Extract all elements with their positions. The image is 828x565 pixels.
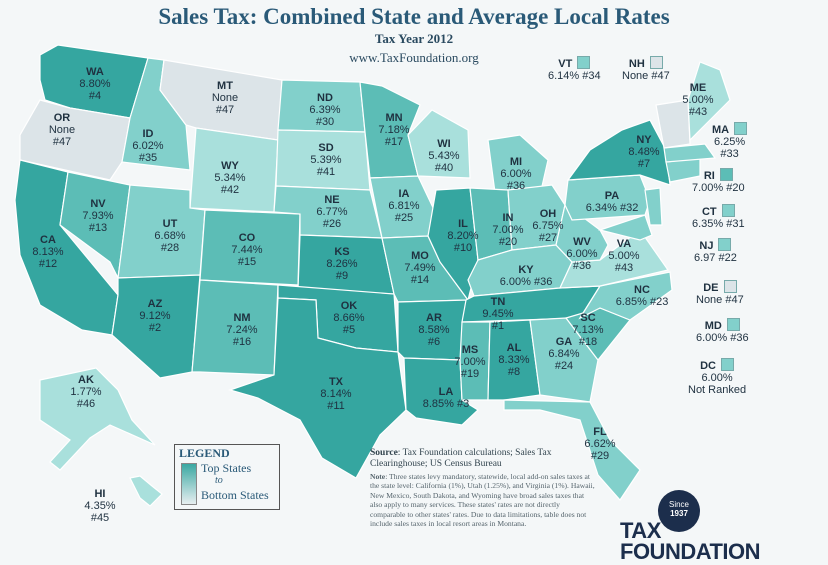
callout-dc: DC 6.00% Not Ranked (688, 358, 747, 396)
state-hi[interactable] (129, 475, 163, 507)
label-ky: KY 6.00% #36 (499, 264, 553, 288)
note-label: Note (370, 472, 386, 481)
legend: LEGEND Top States to Bottom States (174, 444, 280, 510)
callout-ri: RI 7.00% #20 (692, 168, 745, 194)
label-sc: SC 7.13% #18 (572, 312, 604, 348)
legend-bottom-label: Bottom States (201, 488, 269, 502)
label-ca: CA 8.13% #12 (32, 234, 64, 270)
label-co: CO 7.44% #15 (231, 232, 263, 268)
swatch-de (723, 280, 737, 293)
label-la: LA 8.85% #3 (422, 386, 470, 410)
label-oh: OH 6.75% #27 (532, 208, 564, 244)
map-subtitle: Tax Year 2012 (374, 31, 454, 46)
label-ny: NY 8.48% #7 (628, 134, 660, 170)
label-ks: KS 8.26% #9 (326, 246, 358, 282)
label-nc: NC 6.85% #23 (615, 284, 669, 308)
label-il: IL 8.20% #10 (447, 218, 479, 254)
label-ak: AK 1.77% #46 (70, 374, 102, 410)
legend-title: LEGEND (179, 446, 230, 460)
label-ok: OK 8.66% #5 (333, 300, 365, 336)
state-vt-nh[interactable] (655, 99, 691, 149)
state-ms[interactable] (459, 321, 491, 401)
legend-top-label: Top States (201, 461, 252, 475)
label-id: ID 6.02% #35 (132, 128, 164, 164)
state-wi[interactable] (407, 109, 471, 179)
logo-line2: FOUNDATION (620, 539, 761, 564)
tax-foundation-logo: Since 1937 TAX FOUNDATION (620, 490, 761, 563)
seal-icon: Since 1937 (658, 490, 700, 532)
label-me: ME 5.00% #43 (682, 82, 714, 118)
label-pa: PA 6.34% #32 (585, 190, 639, 214)
state-ny[interactable] (566, 119, 671, 186)
state-ga[interactable] (529, 317, 599, 403)
label-mo: MO 7.49% #14 (404, 250, 436, 286)
state-ak[interactable] (39, 367, 156, 471)
label-ms: MS 7.00% #19 (454, 344, 486, 380)
label-ar: AR 8.58% #6 (418, 312, 450, 348)
swatch-md (726, 318, 740, 331)
logo-year: 1937 (670, 509, 688, 518)
state-fl[interactable] (503, 399, 641, 501)
logo-since: Since (668, 500, 689, 509)
label-nm: NM 7.24% #16 (226, 312, 258, 348)
state-md-de[interactable] (597, 214, 653, 241)
swatch-vt (577, 56, 591, 69)
source-label: Source (370, 448, 398, 458)
state-ma[interactable] (663, 143, 717, 163)
state-me[interactable] (687, 61, 731, 142)
source-note: Source: Tax Foundation calculations; Sal… (370, 448, 596, 528)
label-al: AL 8.33% #8 (498, 342, 530, 378)
logo-wordmark: TAX FOUNDATION (620, 518, 761, 564)
callout-md: MD 6.00% #36 (696, 318, 749, 344)
callout-vt: VT 6.14% #34 (548, 56, 601, 82)
label-fl: FL 6.62% #29 (584, 426, 616, 462)
callout-nj: NJ 6.97 #22 (694, 238, 737, 264)
label-az: AZ 9.12% #2 (139, 298, 171, 334)
label-wa: WA 8.80% #4 (79, 66, 111, 102)
label-wy: WY 5.34% #42 (214, 160, 246, 196)
source-text: : Tax Foundation calculations; Sales Tax… (370, 448, 552, 469)
label-mi: MI 6.00% #36 (500, 156, 532, 192)
state-nv[interactable] (59, 171, 131, 281)
label-mt: MT None #47 (211, 80, 239, 116)
swatch-ct (721, 204, 735, 217)
label-tx: TX 8.14% #11 (320, 376, 352, 412)
label-nd: ND 6.39% #30 (309, 92, 341, 128)
callout-ct: CT 6.35% #31 (692, 204, 745, 230)
callout-de: DE None #47 (696, 280, 744, 306)
label-in: IN 7.00% #20 (492, 212, 524, 248)
swatch-ma (734, 122, 748, 135)
label-ut: UT 6.68% #28 (154, 218, 186, 254)
note-text: : Three states levy mandatory, statewide… (370, 472, 595, 529)
label-mn: MN 7.18% #17 (378, 112, 410, 148)
swatch-nh (649, 56, 663, 69)
label-va: VA 5.00% #43 (608, 238, 640, 274)
website-url[interactable]: www.TaxFoundation.org (349, 50, 479, 65)
callout-ma: MA 6.25% #33 (712, 122, 748, 160)
logo-line1: TAX (620, 518, 661, 543)
label-or: OR None #47 (48, 112, 76, 148)
swatch-ri (719, 168, 733, 181)
label-sd: SD 5.39% #41 (310, 142, 342, 178)
label-nv: NV 7.93% #13 (82, 198, 114, 234)
label-tn: TN 9.45% #1 (482, 296, 514, 332)
swatch-dc (720, 358, 734, 371)
state-al[interactable] (487, 319, 541, 401)
label-ne: NE 6.77% #26 (316, 194, 348, 230)
callout-nh: NH None #47 (622, 56, 670, 82)
label-hi: HI 4.35% #45 (84, 488, 116, 524)
state-nj[interactable] (644, 187, 663, 226)
map-title: Sales Tax: Combined State and Average Lo… (158, 4, 670, 29)
legend-to-label: to (215, 475, 223, 486)
state-nm[interactable] (191, 279, 279, 376)
label-ga: GA 6.84% #24 (548, 336, 580, 372)
label-wv: WV 6.00% #36 (566, 236, 598, 272)
swatch-nj (718, 238, 732, 251)
label-wi: WI 5.43% #40 (428, 138, 460, 174)
state-tx[interactable] (227, 297, 407, 479)
legend-gradient (181, 463, 197, 505)
label-ia: IA 6.81% #25 (388, 188, 420, 224)
